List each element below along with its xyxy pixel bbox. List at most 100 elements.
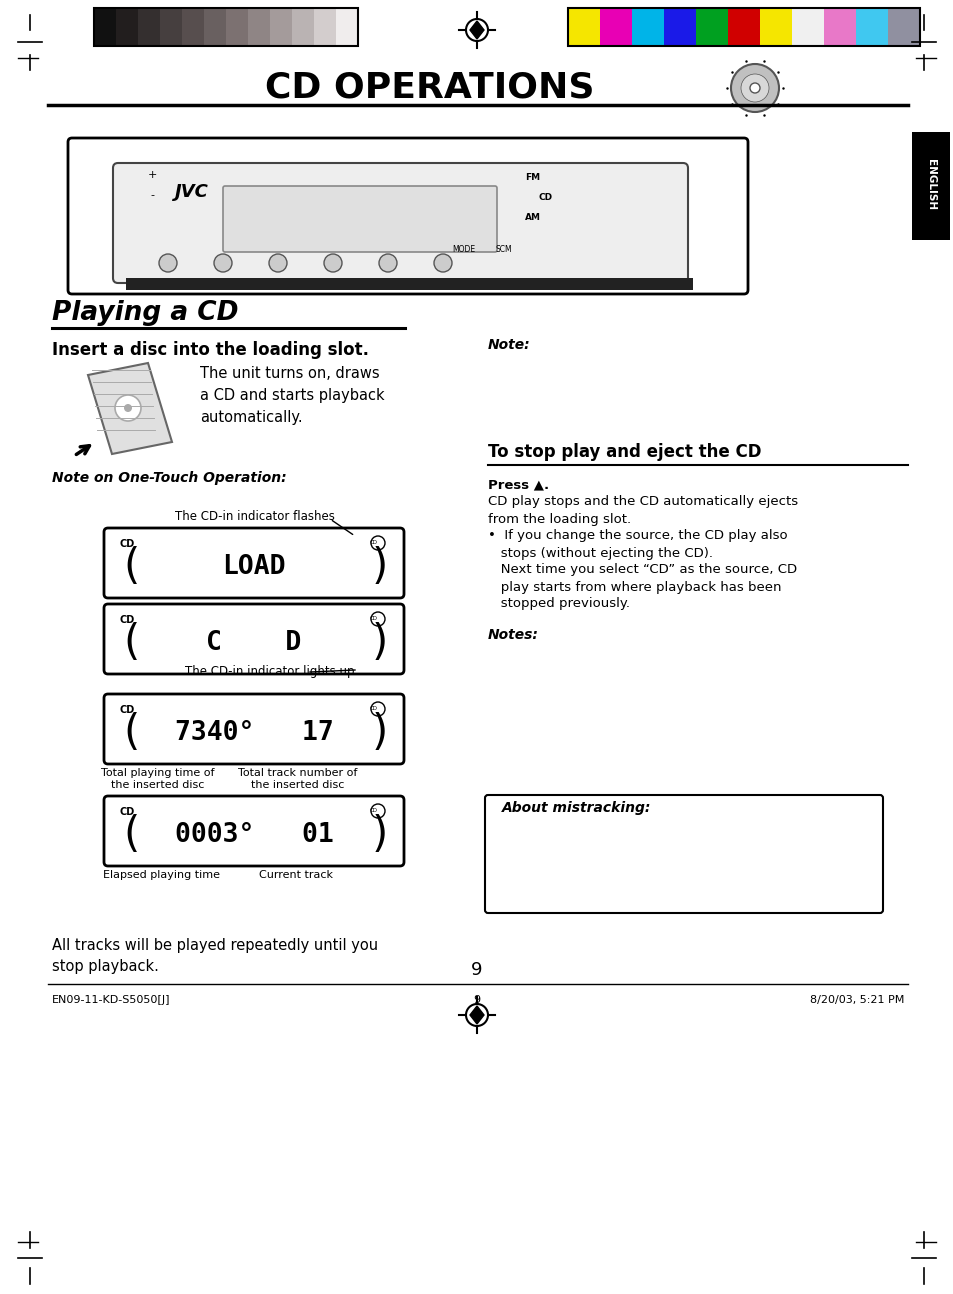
Text: •  If you change the source, the CD play also: • If you change the source, the CD play … xyxy=(488,529,787,542)
Text: MODE: MODE xyxy=(452,245,475,254)
Bar xyxy=(160,8,182,47)
Bar xyxy=(631,8,663,47)
Text: SCM: SCM xyxy=(496,245,512,254)
Text: The CD-in indicator lights up: The CD-in indicator lights up xyxy=(185,665,355,678)
Text: Note:: Note: xyxy=(488,338,530,352)
Text: 9: 9 xyxy=(471,961,482,980)
Bar xyxy=(335,8,357,47)
Text: CD: CD xyxy=(370,707,377,712)
Circle shape xyxy=(124,404,132,411)
Text: All tracks will be played repeatedly until you
stop playback.: All tracks will be played repeatedly unt… xyxy=(52,938,377,974)
Text: To stop play and eject the CD: To stop play and eject the CD xyxy=(488,443,760,461)
Text: (: ( xyxy=(124,814,140,857)
FancyBboxPatch shape xyxy=(104,528,403,598)
Text: The CD-in indicator flashes: The CD-in indicator flashes xyxy=(175,510,335,523)
Bar xyxy=(270,8,292,47)
Bar xyxy=(567,8,599,47)
Bar xyxy=(226,8,248,47)
Bar xyxy=(696,8,727,47)
FancyBboxPatch shape xyxy=(104,604,403,674)
Bar xyxy=(663,8,696,47)
Text: C    D: C D xyxy=(206,630,301,656)
Circle shape xyxy=(269,254,287,272)
Bar xyxy=(599,8,631,47)
Text: Next time you select “CD” as the source, CD: Next time you select “CD” as the source,… xyxy=(488,563,797,577)
Bar xyxy=(791,8,823,47)
Circle shape xyxy=(434,254,452,272)
Text: (: ( xyxy=(124,622,140,664)
Bar xyxy=(760,8,791,47)
Text: ): ) xyxy=(372,814,388,857)
Text: CD: CD xyxy=(120,807,135,817)
Circle shape xyxy=(730,63,779,113)
Bar xyxy=(248,8,270,47)
Polygon shape xyxy=(88,364,172,454)
Bar xyxy=(138,8,160,47)
Bar xyxy=(567,8,919,47)
Text: Total track number of
the inserted disc: Total track number of the inserted disc xyxy=(238,769,357,791)
Text: 9: 9 xyxy=(473,995,480,1005)
FancyBboxPatch shape xyxy=(223,186,497,252)
FancyBboxPatch shape xyxy=(104,694,403,763)
Circle shape xyxy=(324,254,341,272)
Text: play starts from where playback has been: play starts from where playback has been xyxy=(488,581,781,594)
Text: 8/20/03, 5:21 PM: 8/20/03, 5:21 PM xyxy=(809,995,903,1005)
Bar xyxy=(204,8,226,47)
Text: (: ( xyxy=(124,712,140,754)
Circle shape xyxy=(115,395,141,421)
Bar xyxy=(94,8,357,47)
Text: CD OPERATIONS: CD OPERATIONS xyxy=(265,71,594,105)
FancyBboxPatch shape xyxy=(112,163,687,283)
Bar xyxy=(116,8,138,47)
Text: CD play stops and the CD automatically ejects: CD play stops and the CD automatically e… xyxy=(488,496,798,509)
Text: CD: CD xyxy=(120,615,135,625)
Bar xyxy=(182,8,204,47)
Bar xyxy=(887,8,919,47)
Text: ): ) xyxy=(372,622,388,664)
Bar xyxy=(292,8,314,47)
Text: Total playing time of
the inserted disc: Total playing time of the inserted disc xyxy=(101,769,214,791)
Text: Press ▲.: Press ▲. xyxy=(488,479,549,492)
Circle shape xyxy=(159,254,177,272)
Text: Elapsed playing time: Elapsed playing time xyxy=(103,870,220,880)
Text: 7340°   17: 7340° 17 xyxy=(174,719,333,747)
Bar xyxy=(911,132,949,239)
Bar xyxy=(823,8,855,47)
FancyBboxPatch shape xyxy=(68,138,747,294)
Text: Note on One-Touch Operation:: Note on One-Touch Operation: xyxy=(52,471,286,485)
Text: CD: CD xyxy=(120,705,135,716)
Text: (: ( xyxy=(124,546,140,587)
Text: Insert a disc into the loading slot.: Insert a disc into the loading slot. xyxy=(52,342,369,358)
Text: The unit turns on, draws
a CD and starts playback
automatically.: The unit turns on, draws a CD and starts… xyxy=(200,366,384,426)
Text: ): ) xyxy=(372,712,388,754)
Text: About mistracking:: About mistracking: xyxy=(501,801,651,815)
Polygon shape xyxy=(470,1005,483,1024)
Text: 0003°   01: 0003° 01 xyxy=(174,822,333,848)
FancyBboxPatch shape xyxy=(484,795,882,914)
Text: EN09-11-KD-S5050[J]: EN09-11-KD-S5050[J] xyxy=(52,995,171,1005)
Circle shape xyxy=(378,254,396,272)
Text: from the loading slot.: from the loading slot. xyxy=(488,512,631,525)
Text: JVC: JVC xyxy=(175,182,209,201)
Bar xyxy=(727,8,760,47)
Bar xyxy=(126,278,692,290)
Text: +: + xyxy=(147,170,156,180)
Text: stops (without ejecting the CD).: stops (without ejecting the CD). xyxy=(488,546,712,559)
Text: LOAD: LOAD xyxy=(222,554,286,580)
Text: CD: CD xyxy=(538,193,553,202)
Bar xyxy=(94,8,116,47)
Text: CD: CD xyxy=(370,809,377,814)
Text: ENGLISH: ENGLISH xyxy=(925,159,935,211)
Text: Current track: Current track xyxy=(258,870,333,880)
Bar xyxy=(314,8,335,47)
Text: FM: FM xyxy=(525,173,540,182)
Text: stopped previously.: stopped previously. xyxy=(488,598,629,611)
Text: ): ) xyxy=(372,546,388,587)
Text: CD: CD xyxy=(370,541,377,546)
Polygon shape xyxy=(470,21,483,39)
Circle shape xyxy=(213,254,232,272)
Text: AM: AM xyxy=(524,212,540,221)
Text: CD: CD xyxy=(370,616,377,621)
FancyBboxPatch shape xyxy=(104,796,403,866)
Text: Notes:: Notes: xyxy=(488,628,538,642)
